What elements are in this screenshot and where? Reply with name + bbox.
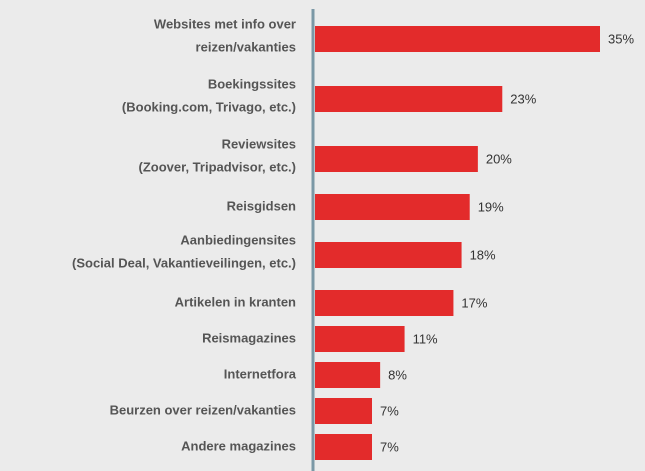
value-label: 7%	[380, 403, 399, 418]
bar	[315, 290, 454, 316]
category-label: Beurzen over reizen/vakanties	[110, 402, 296, 417]
category-label: (Zoover, Tripadvisor, etc.)	[139, 159, 297, 174]
bar	[315, 26, 600, 52]
value-label: 7%	[380, 439, 399, 454]
category-label: Reviewsites	[222, 136, 296, 151]
value-label: 17%	[461, 295, 487, 310]
category-label: reizen/vakanties	[196, 39, 296, 54]
category-label: (Social Deal, Vakantieveilingen, etc.)	[72, 255, 296, 270]
value-label: 18%	[470, 247, 496, 262]
category-label: Reismagazines	[202, 330, 296, 345]
value-label: 11%	[413, 331, 438, 346]
bar	[315, 194, 470, 220]
value-label: 19%	[478, 199, 504, 214]
value-label: 8%	[388, 367, 407, 382]
category-label: Artikelen in kranten	[175, 294, 296, 309]
value-label: 23%	[510, 91, 536, 106]
category-label: Andere magazines	[181, 438, 296, 453]
category-label: Aanbiedingensites	[180, 232, 296, 247]
category-label: Internetfora	[224, 366, 297, 381]
bar	[315, 434, 372, 460]
bar	[315, 398, 372, 424]
bar	[315, 362, 381, 388]
bar	[315, 146, 478, 172]
category-label: Reisgidsen	[227, 198, 296, 213]
bar	[315, 86, 503, 112]
value-label: 35%	[608, 31, 634, 46]
category-label: Websites met info over	[154, 16, 296, 31]
category-label: (Booking.com, Trivago, etc.)	[122, 99, 296, 114]
bar	[315, 242, 462, 268]
value-label: 20%	[486, 151, 512, 166]
bar	[315, 326, 405, 352]
category-label: Boekingssites	[208, 76, 296, 91]
